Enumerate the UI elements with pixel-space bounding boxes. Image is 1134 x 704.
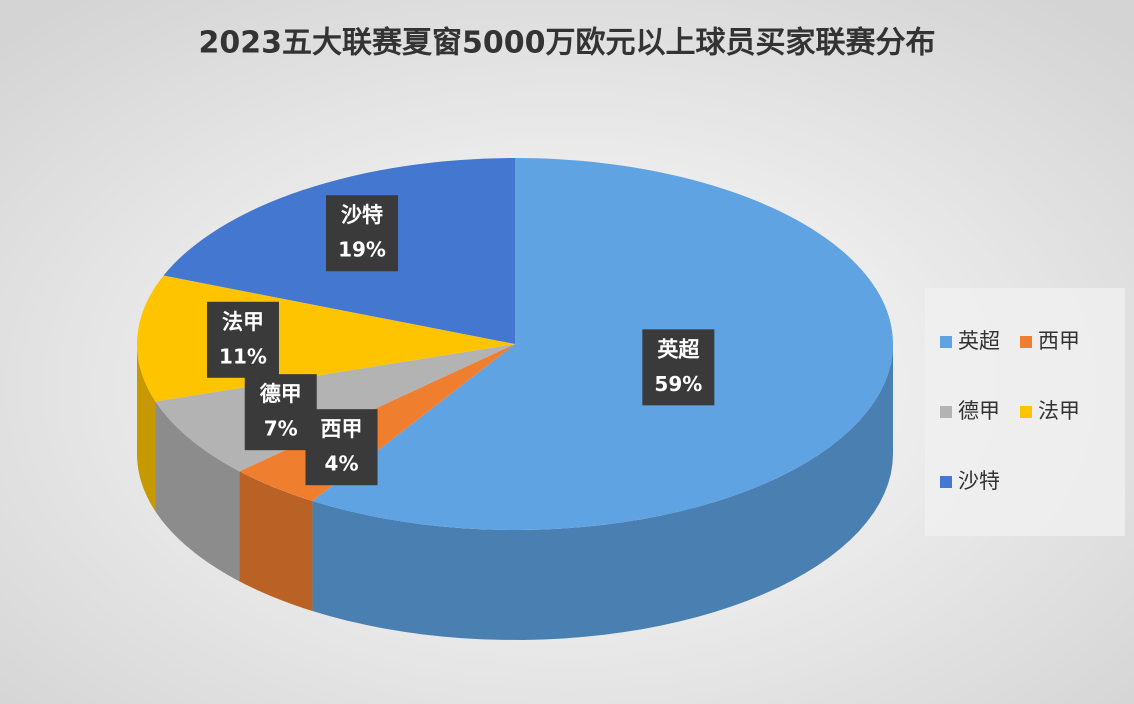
slice (312, 158, 894, 530)
data-label-value: 11% (219, 344, 267, 368)
slice-side (312, 344, 893, 640)
data-label-value: 7% (264, 417, 298, 441)
slice-side (155, 401, 240, 582)
data-label-box (305, 409, 378, 486)
legend-swatch (1020, 406, 1032, 418)
data-label-box (206, 301, 279, 378)
data-label-name: 西甲 (321, 417, 363, 441)
data-label-box (326, 195, 399, 272)
legend-swatch (940, 336, 952, 348)
legend-label: 法甲 (1038, 399, 1080, 423)
slice-side (239, 471, 313, 612)
data-label-name: 法甲 (222, 310, 264, 334)
legend-label: 德甲 (958, 399, 1000, 423)
chart-title: 2023五大联赛夏窗5000万欧元以上球员买家联赛分布 (199, 26, 936, 61)
data-label-box (642, 329, 715, 406)
data-label-value: 59% (654, 372, 702, 396)
legend-label: 西甲 (1038, 329, 1080, 353)
legend-swatch (940, 406, 952, 418)
data-label-name: 沙特 (341, 203, 383, 227)
legend-swatch (1020, 336, 1032, 348)
data-label-value: 4% (325, 452, 359, 476)
data-label-box (244, 374, 317, 451)
data-label-value: 19% (338, 238, 386, 262)
data-label-name: 英超 (657, 337, 700, 361)
legend-label: 沙特 (958, 469, 1000, 493)
slice-side (137, 344, 156, 512)
data-label-name: 德甲 (260, 382, 302, 406)
legend-label: 英超 (958, 329, 1000, 353)
legend-swatch (940, 476, 952, 488)
